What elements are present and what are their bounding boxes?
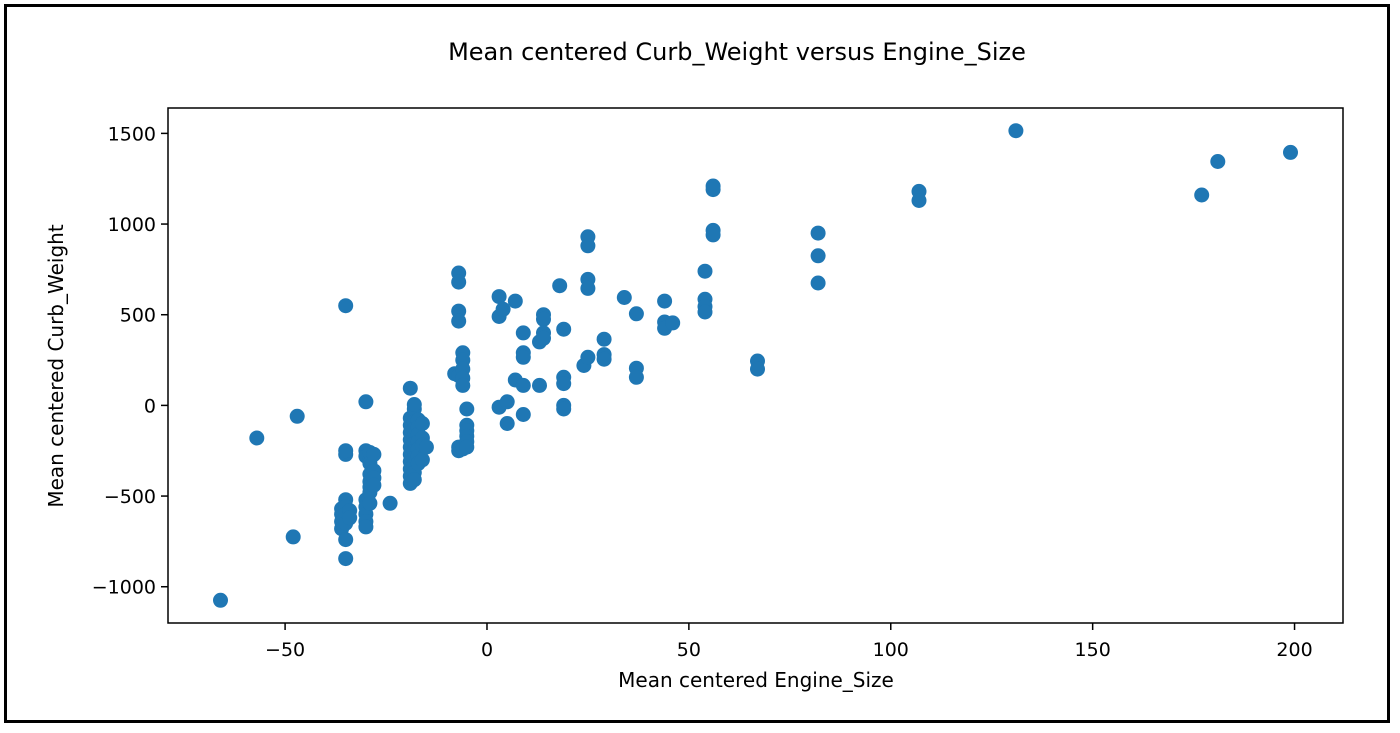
data-point	[810, 275, 826, 291]
data-point	[495, 301, 511, 317]
data-point	[499, 416, 515, 431]
data-point	[366, 477, 382, 493]
data-point	[697, 263, 713, 279]
data-point	[628, 306, 644, 322]
data-point	[406, 472, 422, 488]
data-point	[358, 519, 374, 535]
data-point	[705, 182, 721, 198]
y-tick-label: −1000	[92, 577, 156, 599]
data-point	[414, 452, 430, 468]
y-tick-label: 500	[120, 305, 156, 327]
data-point	[338, 298, 354, 314]
data-point	[1194, 187, 1210, 203]
data-point	[810, 248, 826, 264]
data-point	[338, 532, 354, 548]
data-point	[451, 313, 467, 329]
data-point	[515, 407, 531, 422]
data-point	[358, 394, 374, 410]
data-point	[491, 289, 507, 305]
data-point	[451, 274, 467, 290]
y-tick-label: 0	[144, 395, 156, 417]
data-point	[382, 495, 398, 511]
data-point	[249, 430, 265, 446]
data-point	[366, 446, 382, 462]
data-point	[556, 401, 572, 417]
data-point	[810, 225, 826, 241]
data-point	[285, 529, 301, 545]
data-point	[406, 397, 422, 412]
data-point	[657, 293, 673, 309]
data-point	[750, 361, 765, 377]
data-point	[532, 377, 547, 393]
data-point	[665, 315, 681, 331]
y-axis-ticks: −1000 −500 0 500 1000 1500	[92, 123, 168, 599]
chart-title: Mean centered Curb_Weight versus Engine_…	[448, 38, 1026, 66]
data-point	[536, 311, 551, 327]
data-point	[459, 401, 475, 417]
x-tick-label: 50	[677, 639, 701, 661]
data-point	[414, 416, 430, 431]
data-point	[338, 551, 354, 567]
data-point	[697, 304, 713, 320]
data-point	[499, 394, 515, 410]
data-point	[515, 349, 531, 365]
data-point	[536, 330, 551, 346]
data-point	[1283, 144, 1298, 160]
data-point	[338, 443, 354, 459]
data-point	[628, 369, 644, 385]
data-point	[362, 495, 378, 511]
y-tick-label: −500	[104, 486, 156, 508]
data-point	[556, 321, 572, 337]
x-axis-ticks: −50 0 50 100 150 200	[265, 623, 1313, 661]
data-point	[402, 380, 418, 396]
x-tick-label: 200	[1276, 639, 1312, 661]
data-point	[213, 592, 228, 608]
data-point	[580, 238, 596, 254]
data-point	[580, 349, 596, 365]
data-point	[1210, 154, 1226, 169]
data-point	[580, 280, 596, 296]
data-point	[911, 193, 927, 208]
data-point	[556, 376, 572, 392]
data-point	[289, 408, 305, 424]
data-point	[515, 325, 531, 341]
x-axis-label: Mean centered Engine_Size	[618, 668, 894, 692]
y-axis-label: Mean centered Curb_Weight	[44, 224, 68, 508]
scatter-points	[213, 123, 1298, 608]
x-tick-label: 0	[481, 639, 493, 661]
data-point	[459, 439, 475, 455]
data-point	[616, 290, 632, 305]
y-tick-label: 1500	[108, 123, 156, 145]
data-point	[1008, 123, 1024, 139]
x-tick-label: 150	[1075, 639, 1111, 661]
data-point	[705, 227, 721, 243]
x-tick-label: −50	[265, 639, 305, 661]
data-point	[455, 377, 471, 393]
x-tick-label: 100	[873, 639, 909, 661]
data-point	[596, 351, 612, 367]
data-point	[596, 331, 612, 347]
data-point	[515, 377, 531, 393]
data-point	[418, 439, 434, 455]
data-point	[507, 293, 523, 309]
data-point	[342, 510, 358, 526]
y-tick-label: 1000	[108, 214, 156, 236]
data-point	[552, 278, 568, 294]
